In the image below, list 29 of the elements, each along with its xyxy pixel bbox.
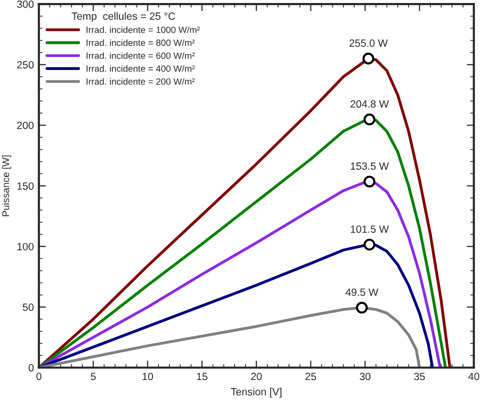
x-tick-label: 25	[305, 372, 316, 380]
legend-label: Irrad. incidente = 1000 W/m²	[86, 26, 200, 34]
x-tick-label: 40	[468, 372, 480, 380]
annotation: 153.5 W	[350, 162, 389, 170]
legend-label: Irrad. incidente = 800 W/m²	[86, 39, 195, 46]
annotation: 255.0 W	[350, 39, 388, 47]
annotation: 101.5 W	[350, 225, 389, 233]
annotation: 204.8 W	[350, 100, 389, 108]
y-tick-label: 0	[28, 364, 34, 372]
annotation: 49.5 W	[346, 288, 378, 296]
y-tick-label: 300	[17, 0, 34, 8]
x-tick-label: 0	[36, 372, 42, 380]
legend-label: Irrad. incidente = 200 W/m²	[86, 78, 195, 85]
x-axis-title: Tension [V]	[230, 388, 282, 398]
y-axis-title: Puissance [W]	[2, 155, 12, 216]
y-tick-label: 250	[17, 61, 34, 69]
x-tick-label: 5	[90, 372, 96, 380]
y-tick-label: 150	[17, 182, 34, 190]
x-tick-label: 30	[360, 372, 370, 380]
x-tick-label: 20	[251, 372, 262, 380]
legend-label: Irrad. incidente = 400 W/m²	[86, 65, 195, 72]
legend-label: Irrad. incidente = 600 W/m²	[86, 52, 195, 59]
y-tick-label: 200	[17, 122, 34, 130]
x-tick-label: 35	[414, 372, 425, 380]
x-tick-label: 10	[142, 372, 154, 380]
x-tick-label: 15	[196, 372, 208, 380]
y-tick-label: 50	[22, 304, 34, 311]
legend-title: Temp cellules = 25 °C	[72, 12, 176, 22]
y-tick-label: 100	[17, 242, 34, 250]
